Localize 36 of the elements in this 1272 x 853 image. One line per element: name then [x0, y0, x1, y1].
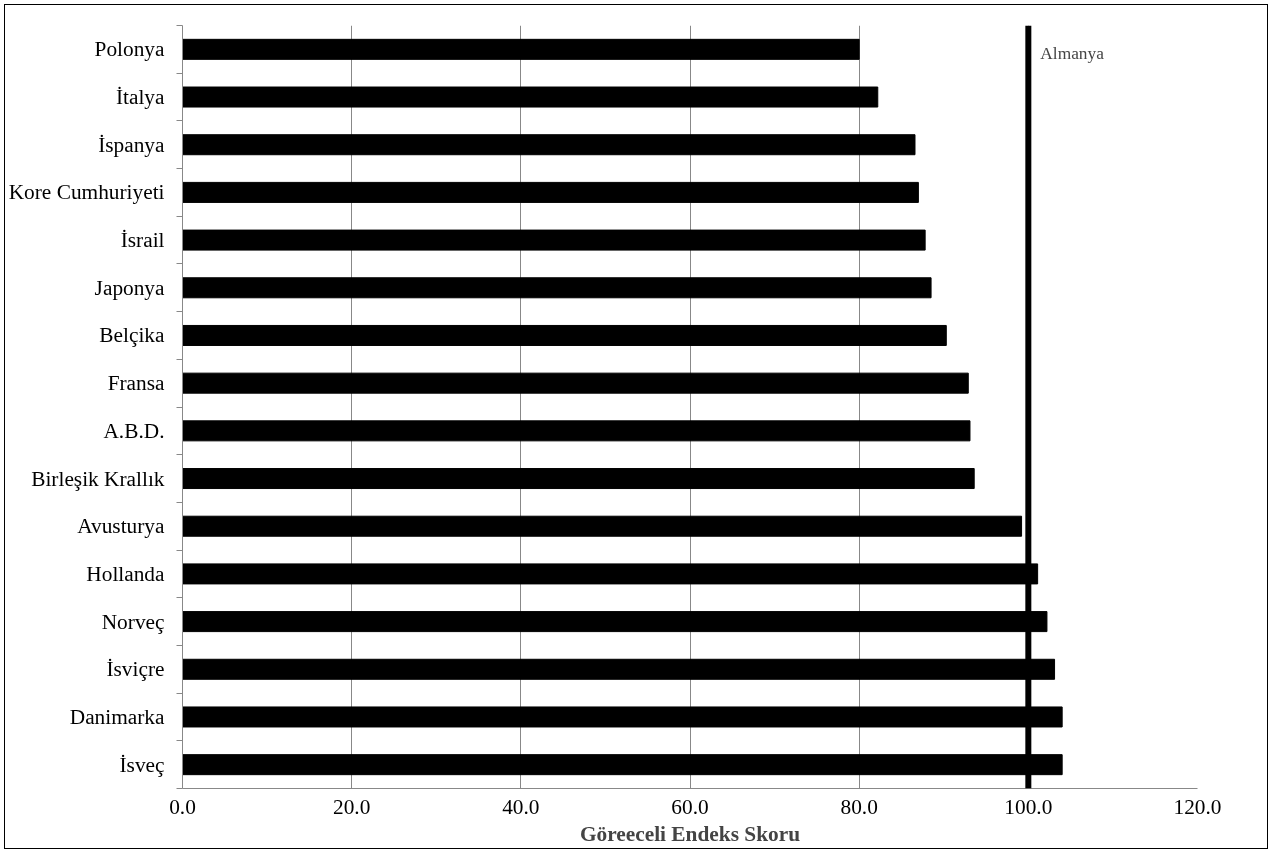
bar: [182, 324, 947, 346]
bar: [182, 515, 1023, 537]
y-tick-label: İsveç: [119, 752, 165, 777]
y-tick-label: İsrail: [120, 228, 165, 253]
x-tick-label: 0.0: [169, 794, 196, 819]
bar: [182, 468, 975, 490]
bar: [182, 277, 932, 299]
x-tick-label: 60.0: [671, 794, 709, 819]
bar: [182, 38, 860, 60]
y-tick-label: Polonya: [94, 37, 166, 62]
bar: [182, 420, 971, 442]
y-tick-label: Japonya: [94, 275, 166, 300]
x-tick-label: 80.0: [840, 794, 878, 819]
y-tick-label: İsviçre: [106, 657, 165, 682]
bar: [182, 181, 919, 203]
x-tick-label: 40.0: [502, 794, 540, 819]
bar: [182, 134, 916, 156]
x-axis-title: Göreeceli Endeks Skoru: [580, 821, 801, 846]
bar: [182, 229, 926, 251]
y-tick-label: Belçika: [99, 323, 166, 348]
y-tick-label: Fransa: [107, 371, 166, 396]
y-tick-label: A.B.D.: [103, 418, 165, 443]
y-tick-label: İtalya: [115, 85, 166, 110]
y-tick-label: Hollanda: [86, 561, 166, 586]
y-tick-label: Norveç: [101, 609, 165, 634]
y-tick-label: Birleşik Krallık: [31, 466, 165, 491]
y-tick-label: Kore Cumhuriyeti: [8, 180, 165, 205]
bar: [182, 372, 969, 394]
x-tick-label: 100.0: [1004, 794, 1053, 819]
y-tick-label: Avusturya: [77, 514, 166, 539]
ref-line-label: Almanya: [1040, 43, 1105, 63]
y-tick-label: İspanya: [98, 132, 166, 157]
x-tick-label: 120.0: [1173, 794, 1222, 819]
bar: [182, 86, 879, 108]
y-tick-label: Danimarka: [69, 704, 166, 729]
x-tick-label: 20.0: [333, 794, 371, 819]
